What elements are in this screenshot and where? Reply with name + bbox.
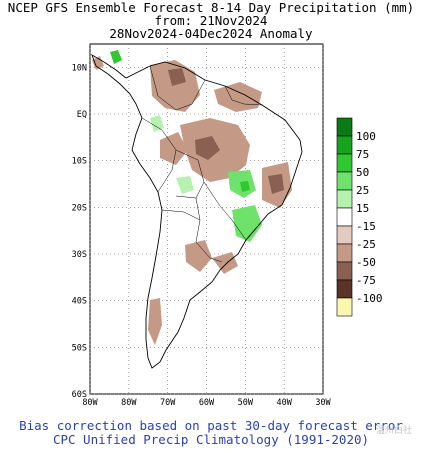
dry-anomaly-venezuela <box>150 60 200 112</box>
lat-tick-label: 40S <box>72 297 87 307</box>
legend-label: 15 <box>356 202 369 215</box>
legend-label: -100 <box>356 292 383 305</box>
wet-anomaly-core <box>240 181 250 192</box>
lat-tick-label: 60S <box>72 390 87 400</box>
lat-tick-label: 20S <box>72 203 87 213</box>
wet-anomaly-colombia <box>150 115 164 132</box>
legend-swatch <box>336 261 353 281</box>
lon-tick-label: 70W <box>160 398 176 408</box>
country-borders <box>141 65 263 263</box>
wet-anomaly-south-brazil <box>232 205 262 242</box>
legend-swatch <box>336 171 353 191</box>
dry-anomaly-peru <box>160 132 188 165</box>
lon-tick-label: 80W <box>82 398 98 408</box>
lon-tick-label: 80W <box>121 398 137 408</box>
footer-bias-note: Bias correction based on past 30-day for… <box>19 418 403 433</box>
watermark: 温州白社 <box>376 426 413 436</box>
legend-swatch <box>336 189 353 209</box>
lon-tick-label: 40W <box>276 398 292 408</box>
dry-anomaly-south-chile <box>148 298 162 345</box>
wet-anomaly-bolivia <box>176 176 194 194</box>
legend-label: 75 <box>356 148 369 161</box>
color-legend: 100 75 50 25 15 -15 -25 -50 -75 -100 <box>336 117 383 317</box>
map-valid-period: 28Nov2024-04Dec2024 Anomaly <box>109 26 313 41</box>
south-america-coastline <box>91 53 303 369</box>
legend-label: -25 <box>356 238 376 251</box>
legend-swatch <box>336 135 353 155</box>
footer-climatology-note: CPC Unified Precip Climatology (1991-202… <box>52 432 370 447</box>
map-issue-date: from: 21Nov2024 <box>154 13 268 28</box>
lat-tick-label: 50S <box>72 343 87 353</box>
anomaly-shading <box>92 50 292 345</box>
legend-swatch <box>336 117 353 137</box>
dry-anomaly-argentina <box>185 240 212 272</box>
lat-tick-label: 10S <box>72 157 87 167</box>
longitude-labels: 80W 80W 70W 60W 50W 40W 30W <box>82 398 331 408</box>
legend-swatch <box>336 297 353 317</box>
lat-tick-label: EQ <box>77 110 87 120</box>
dry-anomaly-core-1 <box>195 136 220 160</box>
legend-swatch <box>336 153 353 173</box>
map-title: NCEP GFS Ensemble Forecast 8-14 Day Prec… <box>7 0 415 15</box>
lat-tick-label: 10N <box>72 63 87 73</box>
legend-swatch <box>336 243 353 263</box>
lon-tick-label: 30W <box>315 398 331 408</box>
latitude-labels: 10N EQ 10S 20S 30S 40S 50S 60S <box>72 63 87 400</box>
legend-label: 50 <box>356 166 369 179</box>
lat-tick-label: 30S <box>72 250 87 260</box>
dry-anomaly-core-2 <box>168 68 186 86</box>
legend-swatch <box>336 207 353 227</box>
legend-label: -75 <box>356 274 376 287</box>
legend-label: -50 <box>356 256 376 269</box>
legend-swatch <box>336 225 353 245</box>
map-frame <box>89 43 324 395</box>
dry-anomaly-central-america <box>92 56 104 70</box>
legend-label: 25 <box>356 184 369 197</box>
legend-label: 100 <box>356 130 376 143</box>
lon-tick-label: 50W <box>238 398 254 408</box>
wet-anomaly-panama <box>110 50 122 64</box>
legend-swatch <box>336 279 353 299</box>
dry-anomaly-core-3 <box>268 174 284 194</box>
dry-anomaly-uruguay <box>212 252 238 274</box>
lon-tick-label: 60W <box>199 398 215 408</box>
legend-label: -15 <box>356 220 376 233</box>
